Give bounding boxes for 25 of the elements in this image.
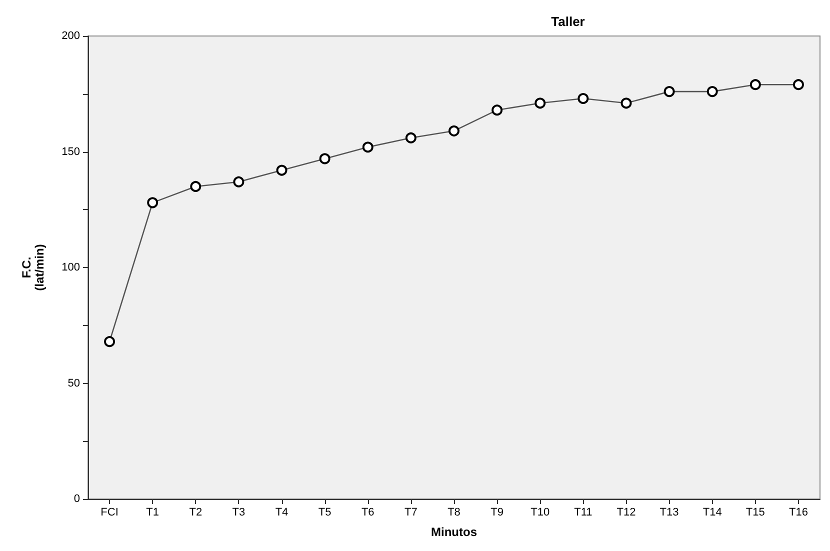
x-tick-label: FCI — [100, 506, 118, 518]
y-axis-title: F.C. (lat/min) — [20, 244, 46, 291]
x-tick-label: T8 — [448, 506, 460, 518]
x-tick-label: T1 — [146, 506, 160, 518]
x-tick-label: T5 — [318, 506, 332, 518]
y-tick-label: 150 — [62, 146, 80, 158]
x-axis-title: Minutos — [431, 525, 478, 539]
x-tick-label: T4 — [275, 506, 288, 518]
x-tick-label: T12 — [616, 506, 636, 518]
x-tick-label: T3 — [232, 506, 246, 518]
x-tick-label: T16 — [788, 506, 808, 518]
x-tick-label: T13 — [660, 506, 679, 518]
x-tick-label: T2 — [189, 506, 202, 518]
x-tick-label: T11 — [574, 506, 592, 518]
chart-title: Taller — [551, 14, 585, 29]
y-tick-label: 0 — [74, 493, 80, 505]
x-tick-label: T10 — [530, 506, 550, 518]
x-tick-label: T14 — [702, 506, 722, 518]
x-tick-label: T9 — [490, 506, 504, 518]
y-tick-label: 200 — [62, 30, 80, 42]
y-tick-label: 50 — [68, 377, 80, 390]
x-tick-label: T7 — [404, 506, 418, 518]
y-tick-label: 100 — [62, 262, 80, 274]
x-tick-label: T15 — [746, 506, 765, 518]
x-tick-label: T6 — [361, 506, 374, 518]
